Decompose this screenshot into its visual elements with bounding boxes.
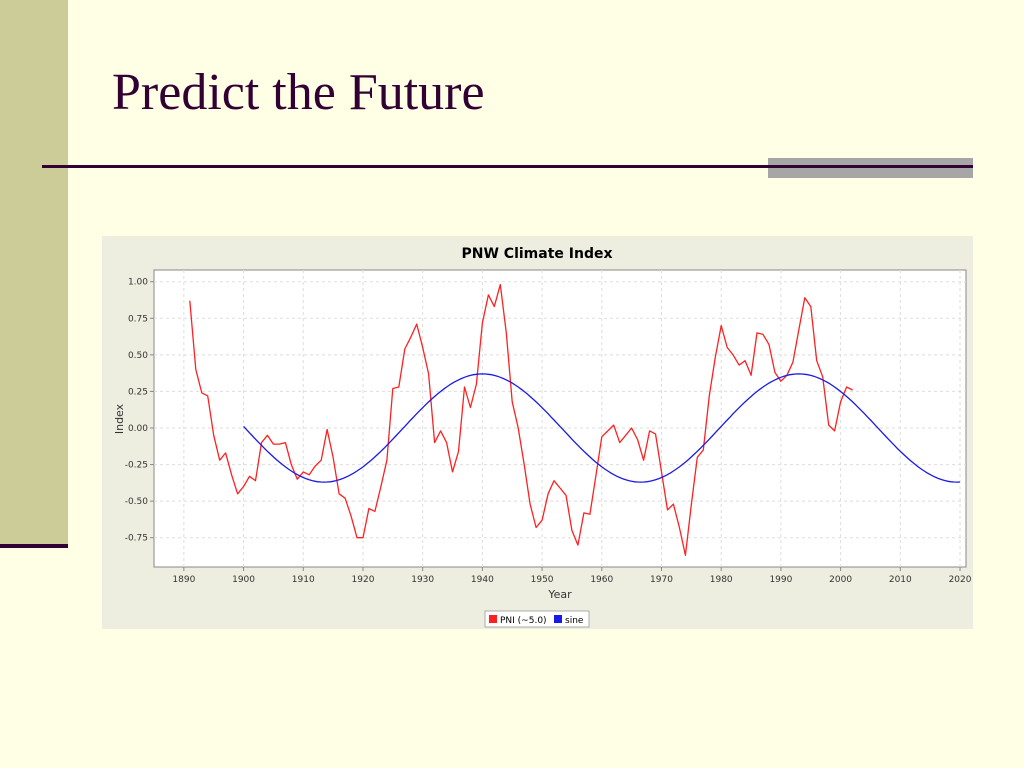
chart-legend: PNI (~5.0) sine (484, 610, 590, 628)
x-tick-label: 1890 (172, 575, 195, 585)
sidebar-panel (0, 0, 68, 546)
y-tick-label: 0.75 (128, 314, 148, 324)
y-axis-ticks: 1.00 0.75 0.50 0.25 0.00 -0.25 -0.50 -0.75 (125, 278, 154, 544)
series-lines (189, 283, 961, 556)
legend-box (484, 610, 590, 628)
x-tick-label: 1960 (590, 575, 613, 585)
legend-label-pni: PNI (~5.0) (500, 616, 547, 626)
x-tick-label: 1980 (710, 575, 733, 585)
plot-area (153, 269, 967, 568)
x-axis-ticks: 1890 1900 1910 1920 1930 1940 1950 1960 1970 1980… (172, 567, 972, 585)
legend-label-sine: sine (565, 616, 584, 626)
y-tick-label: 0.25 (128, 387, 148, 397)
x-tick-label: 1900 (232, 575, 255, 585)
legend-swatch-pni (489, 615, 497, 623)
grid-lines (154, 270, 966, 567)
climate-chart: PNW Climate Index 1890 1900 1910 1920 1930 19… (113, 246, 972, 628)
y-tick-label: 1.00 (128, 278, 148, 288)
y-axis-label: Index (113, 403, 126, 434)
title-accent-line (768, 165, 973, 168)
y-tick-label: 0.00 (128, 424, 148, 434)
sidebar-accent-line (0, 544, 68, 548)
x-tick-label: 1940 (471, 575, 494, 585)
y-tick-label: -0.25 (125, 461, 148, 471)
x-tick-label: 1970 (650, 575, 673, 585)
x-tick-label: 1950 (531, 575, 554, 585)
chart-title: PNW Climate Index (462, 246, 613, 262)
x-tick-label: 1930 (411, 575, 434, 585)
x-tick-label: 1920 (352, 575, 375, 585)
y-tick-label: -0.75 (125, 534, 148, 544)
x-tick-label: 2010 (889, 575, 912, 585)
x-tick-label: 2020 (949, 575, 972, 585)
y-tick-label: -0.50 (125, 497, 149, 507)
title-rule (42, 165, 972, 168)
x-tick-label: 2000 (829, 575, 852, 585)
legend-swatch-sine (554, 615, 562, 623)
title-accent-block (768, 158, 973, 178)
y-tick-label: 0.50 (128, 351, 148, 361)
x-axis-label: Year (547, 588, 572, 601)
series-sine-line (243, 373, 961, 483)
x-tick-label: 1910 (292, 575, 315, 585)
x-tick-label: 1990 (769, 575, 792, 585)
chart-container: PNW Climate Index 1890 1900 1910 1920 1930 19… (102, 236, 973, 629)
slide-title: Predict the Future (112, 64, 485, 121)
